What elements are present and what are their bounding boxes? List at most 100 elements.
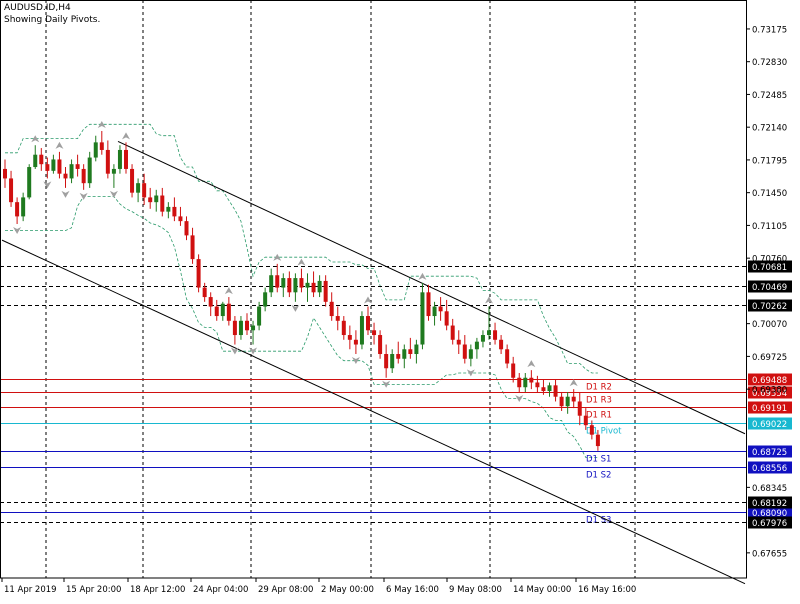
fractal-down-icon [466, 369, 475, 377]
candle-body-74 [450, 325, 455, 340]
fractal-down-icon [382, 380, 391, 388]
candle-body-26 [160, 195, 165, 212]
candle-body-9 [57, 159, 62, 174]
x-tick-label-8: 14 May 00:00 [513, 585, 571, 595]
candle-body-92 [559, 396, 564, 407]
candle-body-38 [232, 320, 237, 336]
fractal-down-icon [79, 192, 88, 200]
candle-body-83 [505, 349, 510, 364]
candle-body-4 [27, 167, 32, 198]
candle-body-64 [390, 354, 395, 369]
candle-body-39 [238, 320, 243, 336]
candle-body-77 [468, 349, 473, 359]
candle-body-16 [99, 142, 104, 150]
candle-body-7 [45, 164, 50, 171]
candle-body-61 [372, 330, 377, 336]
fractal-down-icon [249, 347, 258, 355]
time-axis[interactable]: 11 Apr 2019 15 Apr 20:00 18 Apr 12:00 24 Ap… [1, 578, 636, 595]
candle-body-20 [124, 149, 128, 169]
candle-body-45 [275, 275, 280, 288]
candle-body-88 [535, 382, 540, 388]
pivot-label-0: D1 R3 [586, 396, 612, 406]
fractal-up-icon [485, 296, 493, 304]
candle-body-11 [69, 164, 74, 179]
fractal-up-icon [418, 272, 427, 280]
candle-body-56 [341, 320, 346, 336]
x-tick-label-3: 24 Apr 04:00 [193, 585, 248, 595]
candle-body-23 [142, 183, 147, 198]
candle-body-96 [583, 415, 588, 426]
symbol-title: AUDUSD.ID,H4 [4, 3, 71, 13]
candle-body-76 [462, 344, 467, 359]
candle-body-68 [414, 344, 419, 355]
dashed-price-tag-4 [748, 516, 792, 529]
candle-body-3 [21, 197, 26, 217]
fractal-down-icon [61, 190, 70, 198]
candle-body-13 [81, 168, 86, 184]
pivot-price-text-6: 0.68090 [752, 509, 787, 519]
candle-body-35 [214, 306, 219, 317]
candle-body-30 [184, 221, 189, 236]
x-tick-label-4: 29 Apr 08:00 [258, 585, 313, 595]
candle-body-90 [547, 385, 552, 392]
candle-body-58 [353, 339, 358, 345]
candle-body-89 [541, 387, 546, 392]
candle-body-32 [196, 259, 201, 288]
candle-body-25 [154, 195, 159, 203]
dashed-price-text-1: 0.70469 [752, 283, 787, 293]
candle-body-50 [305, 282, 310, 288]
trend-channel-layer [1, 140, 746, 585]
upper-envelope-line [5, 123, 598, 374]
candle-body-48 [293, 278, 298, 293]
candle-body-81 [493, 330, 498, 340]
fractal-down-icon [291, 304, 300, 312]
fractal-up-icon [569, 379, 578, 387]
dashed-price-text-3: 0.68192 [752, 499, 787, 509]
candle-body-43 [263, 292, 268, 307]
pivot-price-tag-5 [748, 461, 792, 474]
candle-body-12 [75, 164, 80, 169]
candle-body-19 [117, 149, 122, 169]
candle-body-17 [105, 149, 110, 174]
candle-body-42 [257, 306, 262, 326]
fractal-up-icon [31, 135, 40, 143]
pivot-price-tag-4 [748, 445, 792, 458]
candle-body-14 [87, 157, 92, 184]
y-tick-label-9: 0.69725 [752, 353, 787, 363]
candle-body-0 [3, 168, 7, 179]
y-tick-label-5: 0.71450 [752, 189, 787, 199]
dashed-price-tag-3 [748, 496, 792, 509]
candle-body-98 [595, 434, 600, 447]
candle-body-22 [136, 183, 141, 193]
fractal-up-icon [273, 253, 282, 261]
fractal-up-icon [224, 287, 233, 295]
candle-body-62 [378, 335, 383, 355]
candle-body-80 [487, 330, 491, 336]
fractal-up-icon [297, 258, 306, 266]
price-axis[interactable]: 0.69354 0.69488 0.69191 0.69022 0.68725 0.685… [746, 25, 792, 559]
candle-body-18 [111, 168, 116, 174]
candle-body-21 [130, 168, 135, 193]
candle-body-34 [208, 297, 213, 307]
candle-body-5 [33, 154, 38, 168]
candle-body-54 [329, 301, 334, 317]
envelope-bands-layer [5, 123, 598, 458]
candle-body-46 [281, 278, 286, 288]
x-tick-label-1: 15 Apr 20:00 [66, 585, 121, 595]
y-tick-label-12: 0.67655 [752, 549, 787, 559]
candle-body-10 [63, 173, 68, 179]
candle-body-47 [287, 278, 292, 293]
candle-body-28 [172, 206, 177, 217]
fractal-up-icon [527, 360, 536, 368]
candle-body-59 [359, 316, 364, 345]
pivot-price-tag-6 [748, 506, 792, 519]
plot-frame [0, 0, 747, 579]
candle-body-82 [499, 339, 504, 350]
pivot-label-5: D1 S2 [586, 471, 611, 481]
x-tick-label-0: 11 Apr 2019 [4, 585, 57, 595]
candle-body-78 [474, 341, 479, 350]
pivot-label-6: D1 S3 [586, 516, 611, 526]
x-tick-label-6: 6 May 16:00 [386, 585, 439, 595]
